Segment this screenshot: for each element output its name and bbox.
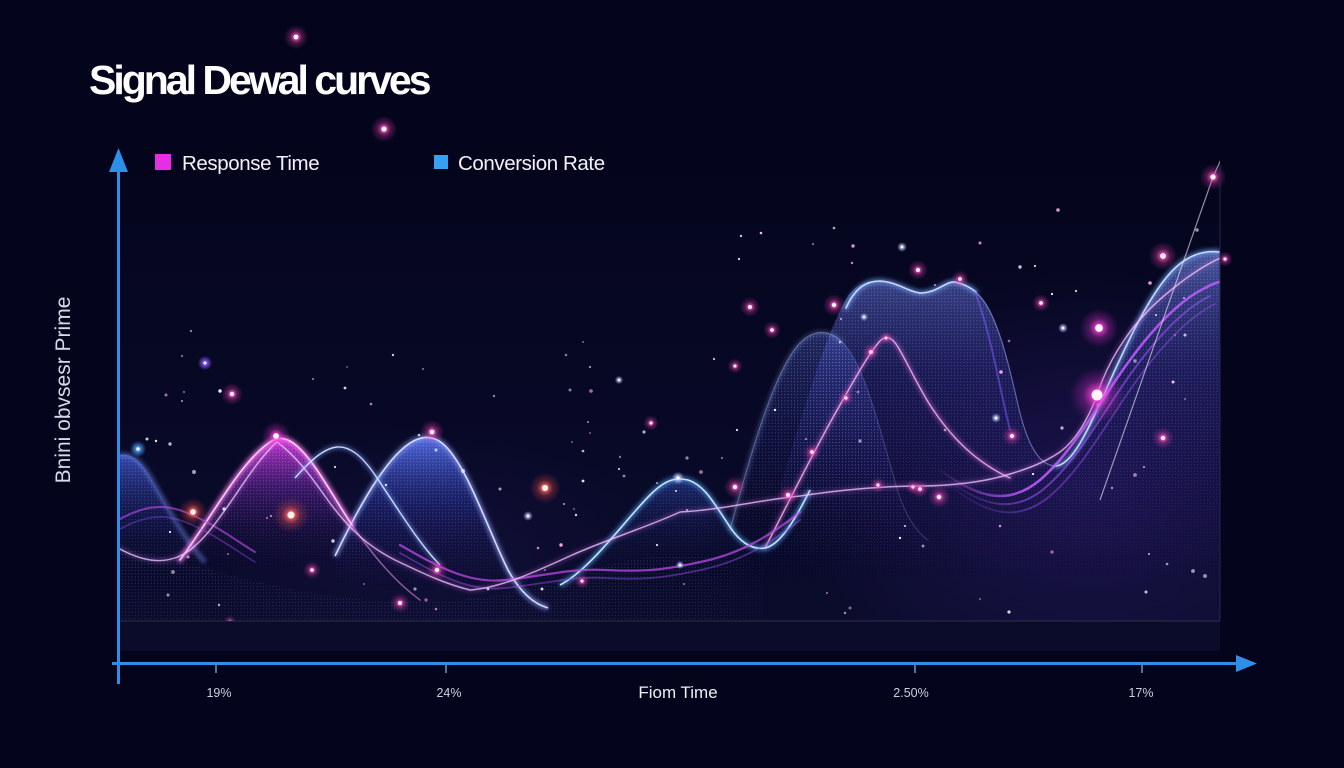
svg-text:Conversion Rate: Conversion Rate [458,152,605,175]
svg-text:Fiom Time: Fiom Time [638,683,717,702]
svg-text:24%: 24% [436,686,461,700]
svg-text:19%: 19% [206,686,231,700]
svg-text:2.50%: 2.50% [893,686,928,700]
svg-text:Response Time: Response Time [182,152,319,175]
svg-text:Bnini obvsesr Prime: Bnini obvsesr Prime [52,297,75,484]
svg-text:17%: 17% [1128,686,1153,700]
svg-text:Signal Dewal curves: Signal Dewal curves [89,57,431,103]
